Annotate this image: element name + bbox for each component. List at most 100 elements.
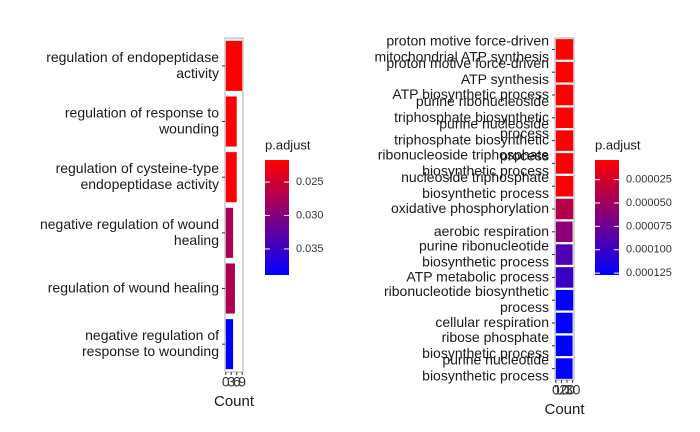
colorbar-tick-label: 0.030 bbox=[296, 209, 324, 221]
label-line: ATP synthesis bbox=[461, 71, 549, 87]
colorbar-tick-label: 0.035 bbox=[296, 243, 324, 255]
label-line: purine ribonucleotide bbox=[419, 237, 549, 253]
label-line: ribose phosphate bbox=[442, 329, 550, 345]
label-line: process bbox=[500, 299, 549, 315]
x-tick-label: 0 bbox=[222, 374, 230, 390]
label-line: nucleoside triphosphate bbox=[401, 169, 549, 185]
label-line: aerobic respiration bbox=[434, 223, 549, 239]
x-axis-title: Count bbox=[214, 393, 255, 410]
bar bbox=[225, 40, 243, 91]
bar bbox=[225, 152, 237, 203]
category-label: oxidative phosphorylation bbox=[391, 200, 549, 216]
label-line: healing bbox=[174, 232, 219, 248]
label-line: biosynthetic process bbox=[422, 185, 549, 201]
bar bbox=[555, 198, 574, 220]
x-tick-label: 0 bbox=[552, 382, 560, 398]
x-tick-label: 6 bbox=[233, 374, 241, 390]
label-line: regulation of wound healing bbox=[48, 279, 219, 295]
label-line: ATP metabolic process bbox=[406, 268, 549, 284]
category-label: purine ribonucleoside triphosphate biosyn… bbox=[394, 93, 549, 141]
category-label: ATP metabolic process bbox=[406, 268, 549, 284]
colorbar-title: p.adjust bbox=[265, 137, 311, 152]
label-line: biosynthetic process bbox=[422, 345, 549, 361]
category-label: negative regulation of response to woundi… bbox=[82, 327, 219, 359]
category-label: ribose phosphate biosynthetic process bbox=[422, 329, 549, 361]
bar bbox=[225, 207, 234, 258]
label-line: mitochondrial ATP synthesis bbox=[374, 48, 549, 64]
label-line: proton motive force-driven bbox=[386, 55, 549, 71]
category-label: regulation of wound healing bbox=[48, 279, 219, 295]
label-line: ribonucleotide biosynthetic bbox=[384, 283, 549, 299]
colorbar-title: p.adjust bbox=[595, 137, 641, 152]
label-line: triphosphate biosynthetic bbox=[394, 109, 549, 125]
category-label: purine nucleoside triphosphate biosynthet… bbox=[394, 115, 549, 163]
label-line: proton motive force-driven bbox=[386, 32, 549, 48]
category-label: ribonucleotide biosynthetic process bbox=[384, 283, 549, 315]
bar bbox=[555, 289, 574, 311]
x-tick-label: 10 bbox=[554, 382, 570, 398]
category-label: proton motive force-driven ATP synthesis bbox=[386, 55, 549, 87]
bar bbox=[225, 263, 235, 314]
colorbar bbox=[265, 160, 289, 275]
colorbar-tick-label: 0.000125 bbox=[626, 267, 672, 279]
label-line: triphosphate biosynthetic bbox=[394, 131, 549, 147]
category-label: aerobic respiration bbox=[434, 223, 549, 239]
bar bbox=[225, 96, 237, 147]
label-line: negative regulation of bbox=[85, 327, 219, 343]
category-label: ATP biosynthetic process bbox=[392, 86, 549, 102]
x-tick-label: 9 bbox=[238, 374, 246, 390]
bar bbox=[555, 61, 574, 83]
colorbar-tick-label: 0.000100 bbox=[626, 244, 672, 256]
category-label: cellular respiration bbox=[435, 314, 549, 330]
category-label: purine nucleotide biosynthetic process bbox=[422, 351, 549, 383]
bar bbox=[555, 175, 574, 197]
label-line: purine nucleotide bbox=[442, 351, 549, 367]
label-line: biosynthetic process bbox=[422, 253, 549, 269]
label-line: activity bbox=[176, 65, 219, 81]
colorbar-tick-label: 0.025 bbox=[296, 176, 324, 188]
bar bbox=[555, 153, 574, 174]
label-line: wounding bbox=[158, 120, 219, 136]
label-line: purine nucleoside bbox=[439, 115, 549, 131]
label-line: response to wounding bbox=[82, 343, 219, 359]
label-line: biosynthetic process bbox=[422, 367, 549, 383]
x-tick-label: 30 bbox=[565, 382, 581, 398]
bar bbox=[555, 267, 574, 288]
x-axis-title: Count bbox=[544, 401, 585, 418]
category-label: proton motive force-driven mitochondrial … bbox=[374, 32, 549, 64]
bar bbox=[555, 244, 573, 265]
category-label: nucleoside triphosphate biosynthetic proc… bbox=[401, 169, 549, 201]
label-line: regulation of response to bbox=[65, 104, 219, 120]
colorbar-tick-label: 0.000075 bbox=[626, 220, 672, 232]
bar bbox=[555, 107, 574, 129]
label-line: oxidative phosphorylation bbox=[391, 200, 549, 216]
label-line: regulation of cysteine-type bbox=[56, 160, 220, 176]
label-line: cellular respiration bbox=[435, 314, 549, 330]
label-line: ATP biosynthetic process bbox=[392, 86, 549, 102]
label-line: negative regulation of wound bbox=[40, 216, 219, 232]
bar bbox=[555, 130, 574, 151]
category-label: ribonucleoside triphosphate biosynthetic … bbox=[378, 146, 549, 178]
bar bbox=[555, 358, 573, 379]
label-line: ribonucleoside triphosphate bbox=[378, 146, 549, 162]
category-label: purine ribonucleotide biosynthetic proces… bbox=[419, 237, 549, 269]
x-tick-label: 3 bbox=[227, 374, 235, 390]
label-line: process bbox=[500, 147, 549, 163]
colorbar-tick-label: 0.000050 bbox=[626, 197, 672, 209]
bar bbox=[555, 84, 574, 106]
bar bbox=[555, 335, 573, 357]
label-line: process bbox=[500, 125, 549, 141]
bar bbox=[555, 312, 573, 334]
category-label: regulation of response to wounding bbox=[65, 104, 219, 136]
label-line: biosynthetic process bbox=[422, 162, 549, 178]
label-line: purine ribonucleoside bbox=[416, 93, 549, 109]
label-line: endopeptidase activity bbox=[80, 176, 219, 192]
category-label: regulation of endopeptidase activity bbox=[46, 49, 219, 81]
label-line: regulation of endopeptidase bbox=[46, 49, 219, 65]
colorbar-tick-label: 0.000025 bbox=[626, 174, 672, 186]
x-tick-label: 20 bbox=[559, 382, 575, 398]
bar bbox=[225, 319, 234, 370]
category-label: negative regulation of wound healing bbox=[40, 216, 219, 248]
category-label: regulation of cysteine-type endopeptidase… bbox=[56, 160, 220, 192]
